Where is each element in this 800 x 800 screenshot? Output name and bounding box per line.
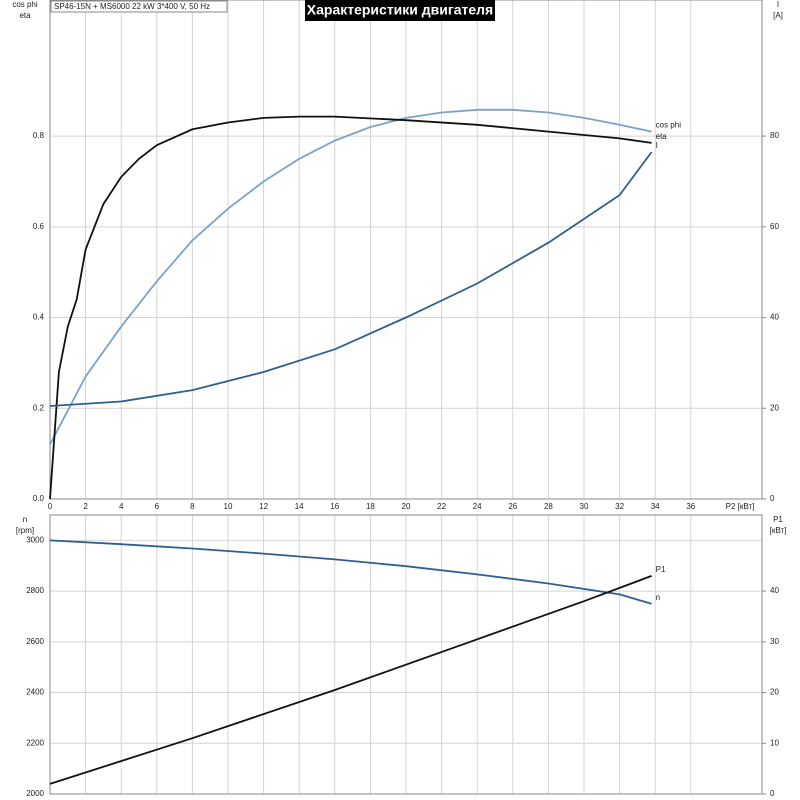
x-tick-label: 22 — [437, 502, 446, 511]
x-tick-label: 30 — [580, 502, 589, 511]
series-label: eta — [656, 132, 668, 141]
x-tick-label: 18 — [366, 502, 375, 511]
x-tick-label: 32 — [615, 502, 624, 511]
y-tick-label: 0.2 — [33, 403, 45, 412]
x-tick-label: 4 — [119, 502, 124, 511]
x-tick-label: 10 — [224, 502, 233, 511]
series-line — [49, 108, 652, 446]
x-tick-label: 24 — [473, 502, 482, 511]
chart-title: Характеристики двигателя — [307, 2, 493, 18]
series-line — [49, 575, 652, 785]
series-label: I — [656, 141, 658, 150]
y-tick-label: 2800 — [26, 586, 44, 595]
y2-tick-label: 0 — [770, 789, 775, 798]
y2-axis-label: I — [777, 0, 779, 9]
y2-tick-label: 40 — [770, 586, 779, 595]
y2-axis-label: P1 — [773, 515, 783, 524]
x-axis-label: P2 [кВт] — [726, 502, 755, 511]
x-tick-label: 0 — [48, 502, 53, 511]
y-tick-label: 0.8 — [33, 131, 45, 140]
x-tick-label: 26 — [508, 502, 517, 511]
x-tick-label: 6 — [155, 502, 160, 511]
y2-tick-label: 0 — [770, 494, 775, 503]
title-box — [305, 0, 495, 21]
header-label: SP46-15N + MS6000 22 kW 3*400 V, 50 Hz — [54, 2, 210, 11]
y-tick-label: 3000 — [26, 535, 44, 544]
series-line — [49, 539, 652, 605]
y-tick-label: 0.0 — [33, 494, 45, 503]
plot-frame — [49, 0, 763, 500]
y2-tick-label: 10 — [770, 738, 779, 747]
y-tick-label: 2000 — [26, 789, 44, 798]
y-axis-label: cos phi — [12, 0, 38, 9]
y-axis-label: eta — [19, 11, 31, 20]
plot-frame — [49, 514, 763, 795]
y-axis-label: [rpm] — [16, 526, 34, 535]
x-tick-label: 2 — [83, 502, 88, 511]
x-tick-label: 28 — [544, 502, 553, 511]
y2-tick-label: 30 — [770, 637, 779, 646]
series-line — [49, 115, 652, 500]
series-label: n — [656, 593, 660, 602]
y2-axis-label: [A] — [773, 11, 783, 20]
x-tick-label: 12 — [259, 502, 268, 511]
header-box — [50, 0, 228, 13]
y2-tick-label: 60 — [770, 222, 779, 231]
x-tick-label: 36 — [686, 502, 695, 511]
y2-tick-label: 80 — [770, 131, 779, 140]
x-tick-label: 20 — [402, 502, 411, 511]
series-line — [49, 151, 653, 407]
y2-tick-label: 40 — [770, 313, 779, 322]
x-tick-label: 8 — [190, 502, 195, 511]
x-tick-label: 14 — [295, 502, 304, 511]
x-tick-label: 34 — [651, 502, 660, 511]
x-tick-label: 16 — [330, 502, 339, 511]
y-tick-label: 2200 — [26, 738, 44, 747]
y-tick-label: 0.4 — [33, 313, 45, 322]
y-axis-label: n — [23, 515, 27, 524]
y2-tick-label: 20 — [770, 688, 779, 697]
series-label: cos phi — [656, 121, 682, 130]
y-tick-label: 2400 — [26, 688, 44, 697]
y-tick-label: 2600 — [26, 637, 44, 646]
y2-tick-label: 20 — [770, 403, 779, 412]
series-label: P1 — [656, 565, 666, 574]
y2-axis-label: [кВт] — [770, 526, 787, 535]
y-tick-label: 0.6 — [33, 222, 45, 231]
